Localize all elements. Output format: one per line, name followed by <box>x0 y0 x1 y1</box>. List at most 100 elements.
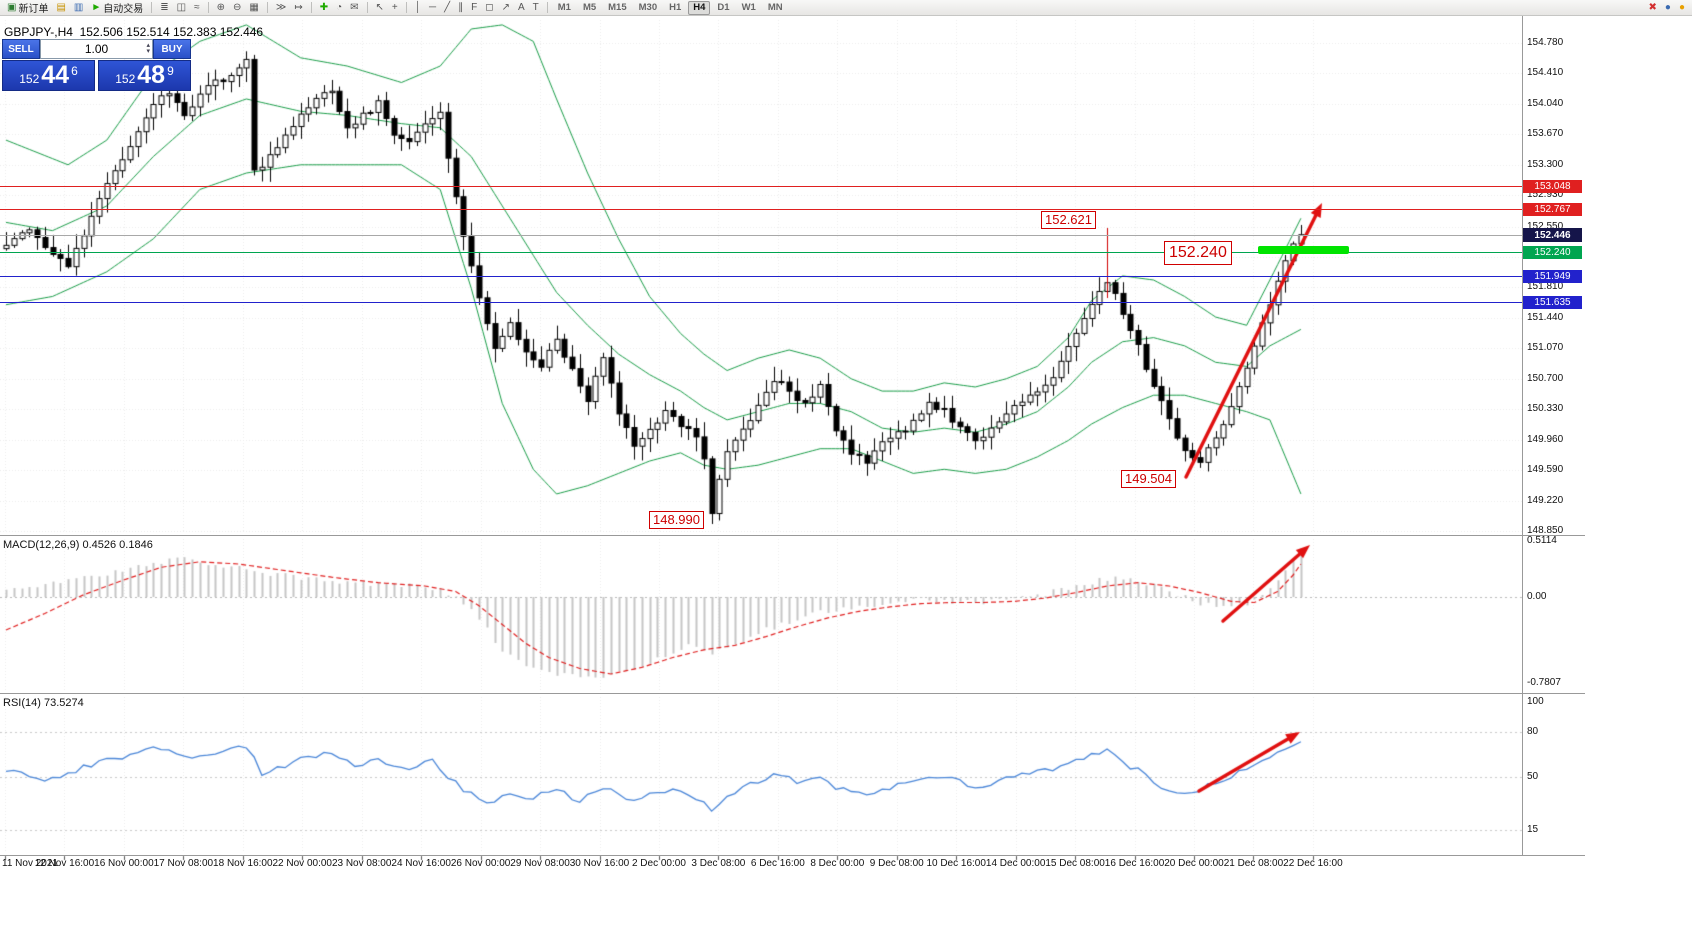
indicators-button[interactable]: ✚ <box>317 1 331 15</box>
auto-scroll-button[interactable]: ≫ <box>273 1 289 15</box>
price-axis-label: 150.330 <box>1527 403 1564 415</box>
time-axis-label: 26 Nov 00:00 <box>450 858 511 869</box>
toolbar-right-group: ✖ ● ● <box>1645 0 1689 16</box>
autotrade-button[interactable]: ► 自动交易 <box>88 1 146 15</box>
price-level-tag: 152.240 <box>1523 246 1582 259</box>
time-axis-label: 24 Nov 16:00 <box>391 858 451 869</box>
price-level-line[interactable] <box>0 186 1522 187</box>
autotrade-icon: ► <box>91 1 102 13</box>
price-axis-label: 149.220 <box>1527 494 1564 506</box>
spinner-down-icon[interactable]: ▾ <box>146 48 150 55</box>
horizontal-line-button[interactable]: ─ <box>426 1 439 15</box>
sell-price-display[interactable]: 152 44 6 <box>2 60 95 91</box>
timeframe-m30-button[interactable]: M30 <box>638 2 658 13</box>
badge-orange-button[interactable]: ● <box>1676 1 1688 15</box>
price-level-line[interactable] <box>0 252 1522 253</box>
price-axis-label: 151.440 <box>1527 311 1564 323</box>
time-axis-label: 10 Dec 16:00 <box>926 858 986 869</box>
time-axis-label: 6 Dec 16:00 <box>750 858 805 869</box>
volume-input[interactable]: 1.00 ▴ ▾ <box>40 39 153 59</box>
toolbar-separator <box>310 2 312 13</box>
new-order-button[interactable]: ▣ 新订单 <box>4 1 51 15</box>
fibonacci-button[interactable]: F <box>468 1 480 15</box>
price-axis-label: 153.300 <box>1527 158 1564 170</box>
one-click-trading-panel: SELL 1.00 ▴ ▾ BUY 152 44 6 152 48 9 <box>2 39 191 91</box>
timeframe-m1-button[interactable]: M1 <box>557 2 571 13</box>
channel-button[interactable]: ∥ <box>455 1 466 15</box>
accounts-button[interactable]: ▥ <box>71 1 86 15</box>
price-annotation[interactable]: 149.504 <box>1121 470 1176 489</box>
sell-price-main: 44 <box>41 61 70 89</box>
package-button[interactable]: ▤ <box>53 1 68 15</box>
toolbar-separator <box>366 2 368 13</box>
timeframe-d1-button[interactable]: D1 <box>717 2 730 13</box>
buy-button[interactable]: BUY <box>153 39 191 59</box>
price-annotation[interactable]: 152.240 <box>1164 241 1232 265</box>
price-axis-separator <box>1522 16 1523 855</box>
price-level-line[interactable] <box>0 302 1522 303</box>
bid-price-tag: 152.446 <box>1523 228 1582 242</box>
label-button[interactable]: T <box>530 1 542 15</box>
package-icon: ▤ <box>56 1 66 13</box>
bid-price-line <box>0 235 1522 236</box>
timeframe-m15-button[interactable]: M15 <box>608 2 627 13</box>
crosshair-button[interactable]: + <box>389 1 401 15</box>
time-axis-label: 23 Nov 08:00 <box>331 858 392 869</box>
timeframe-w1-button[interactable]: W1 <box>741 2 756 13</box>
timeframe-h1-button[interactable]: H1 <box>669 2 682 13</box>
trendline-button[interactable]: ╱ <box>441 1 453 15</box>
rsi-indicator-title: RSI(14) 73.5274 <box>3 697 84 709</box>
chart-shift-button[interactable]: ↦ <box>291 1 305 15</box>
vertical-line-icon: │ <box>414 1 422 13</box>
horizontal-line-icon: ─ <box>429 1 437 13</box>
badge-blue-button[interactable]: ● <box>1662 1 1674 15</box>
buy-price-display[interactable]: 152 48 9 <box>98 60 191 91</box>
time-axis-label: 18 Nov 16:00 <box>213 858 273 869</box>
time-axis-label: 3 Dec 08:00 <box>691 858 746 869</box>
shapes-button[interactable]: ◻ <box>482 1 496 15</box>
arrows-button[interactable]: ↗ <box>499 1 513 15</box>
macd-indicator-title: MACD(12,26,9) 0.4526 0.1846 <box>3 539 153 551</box>
sell-price-big: 152 <box>19 71 40 86</box>
cursor-button[interactable]: ↖ <box>373 1 387 15</box>
text-button[interactable]: A <box>515 1 528 15</box>
price-annotation[interactable]: 148.990 <box>649 511 704 530</box>
close-icon: ✖ <box>1648 1 1657 13</box>
highlight-bar[interactable] <box>1258 246 1349 254</box>
zoom-out-button[interactable]: ⊖ <box>230 1 244 15</box>
sell-button[interactable]: SELL <box>2 39 40 59</box>
symbol-ohlc-header: GBPJPY-,H4 152.506 152.514 152.383 152.4… <box>4 25 264 39</box>
line-chart-icon: ≈ <box>194 1 200 13</box>
time-axis-label: 9 Dec 08:00 <box>869 858 924 869</box>
rsi-axis-label: 15 <box>1527 823 1539 835</box>
chart-shift-icon: ↦ <box>294 1 303 13</box>
periods-button[interactable]: ◔ <box>333 1 345 15</box>
zoom-in-icon: ⊕ <box>216 1 225 13</box>
price-level-line[interactable] <box>0 209 1522 210</box>
spinner-up-icon[interactable]: ▴ <box>146 42 150 49</box>
candlestick-chart-button[interactable]: ◫ <box>174 1 189 15</box>
price-axis-label: 151.810 <box>1527 281 1564 293</box>
zoom-in-button[interactable]: ⊕ <box>214 1 228 15</box>
macd-panel-separator[interactable] <box>0 535 1585 536</box>
time-axis-label: 17 Nov 08:00 <box>153 858 214 869</box>
timeframe-h4-button[interactable]: H4 <box>688 0 711 15</box>
price-level-line[interactable] <box>0 276 1522 277</box>
text-icon: A <box>517 1 525 13</box>
close-button[interactable]: ✖ <box>1646 1 1660 15</box>
line-chart-button[interactable]: ≈ <box>191 1 203 15</box>
price-annotation[interactable]: 152.621 <box>1041 211 1096 230</box>
templates-button[interactable]: ✉ <box>347 1 361 15</box>
volume-spinner[interactable]: ▴ ▾ <box>146 40 150 58</box>
rsi-panel-separator[interactable] <box>0 693 1585 694</box>
auto-scroll-icon: ≫ <box>275 1 287 13</box>
timeframe-mn-button[interactable]: MN <box>767 2 783 13</box>
toolbar-separator <box>266 2 268 13</box>
vertical-line-button[interactable]: │ <box>412 1 424 15</box>
tile-windows-button[interactable]: ▦ <box>246 1 261 15</box>
timeframe-m5-button[interactable]: M5 <box>582 2 597 13</box>
bar-chart-button[interactable]: ≣ <box>157 1 171 15</box>
price-axis-label: 153.670 <box>1527 128 1564 140</box>
